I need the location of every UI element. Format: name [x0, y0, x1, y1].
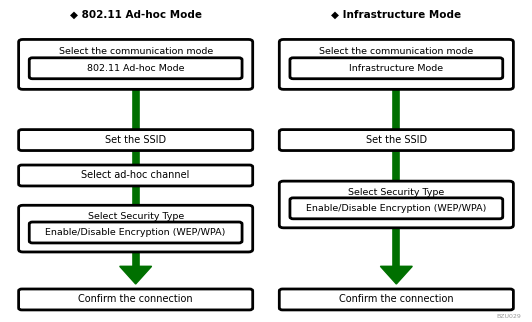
FancyBboxPatch shape — [290, 58, 503, 79]
FancyBboxPatch shape — [19, 130, 253, 151]
FancyBboxPatch shape — [19, 289, 253, 310]
Polygon shape — [380, 266, 412, 284]
Text: Set the SSID: Set the SSID — [105, 135, 166, 145]
FancyBboxPatch shape — [29, 222, 242, 243]
Text: Select the communication mode: Select the communication mode — [59, 47, 213, 55]
FancyBboxPatch shape — [29, 58, 242, 79]
FancyBboxPatch shape — [279, 181, 513, 228]
FancyBboxPatch shape — [19, 165, 253, 186]
Text: Set the SSID: Set the SSID — [366, 135, 427, 145]
Text: ◆ 802.11 Ad-hoc Mode: ◆ 802.11 Ad-hoc Mode — [70, 9, 202, 20]
Text: Select Security Type: Select Security Type — [348, 188, 444, 197]
Text: Enable/Disable Encryption (WEP/WPA): Enable/Disable Encryption (WEP/WPA) — [306, 204, 487, 213]
Text: Select the communication mode: Select the communication mode — [319, 47, 473, 55]
Text: BZU029: BZU029 — [496, 314, 521, 319]
FancyBboxPatch shape — [279, 130, 513, 151]
Text: Infrastructure Mode: Infrastructure Mode — [350, 64, 443, 73]
Text: 802.11 Ad-hoc Mode: 802.11 Ad-hoc Mode — [87, 64, 185, 73]
FancyBboxPatch shape — [279, 40, 513, 89]
Polygon shape — [120, 266, 152, 284]
Text: ◆ Infrastructure Mode: ◆ Infrastructure Mode — [331, 9, 461, 20]
Text: Select ad-hoc channel: Select ad-hoc channel — [81, 170, 190, 181]
Text: Confirm the connection: Confirm the connection — [78, 294, 193, 305]
FancyBboxPatch shape — [19, 40, 253, 89]
FancyBboxPatch shape — [279, 289, 513, 310]
FancyBboxPatch shape — [19, 205, 253, 252]
Text: Select Security Type: Select Security Type — [88, 213, 184, 221]
FancyBboxPatch shape — [290, 198, 503, 219]
Text: Enable/Disable Encryption (WEP/WPA): Enable/Disable Encryption (WEP/WPA) — [45, 228, 226, 237]
Text: Confirm the connection: Confirm the connection — [339, 294, 454, 305]
